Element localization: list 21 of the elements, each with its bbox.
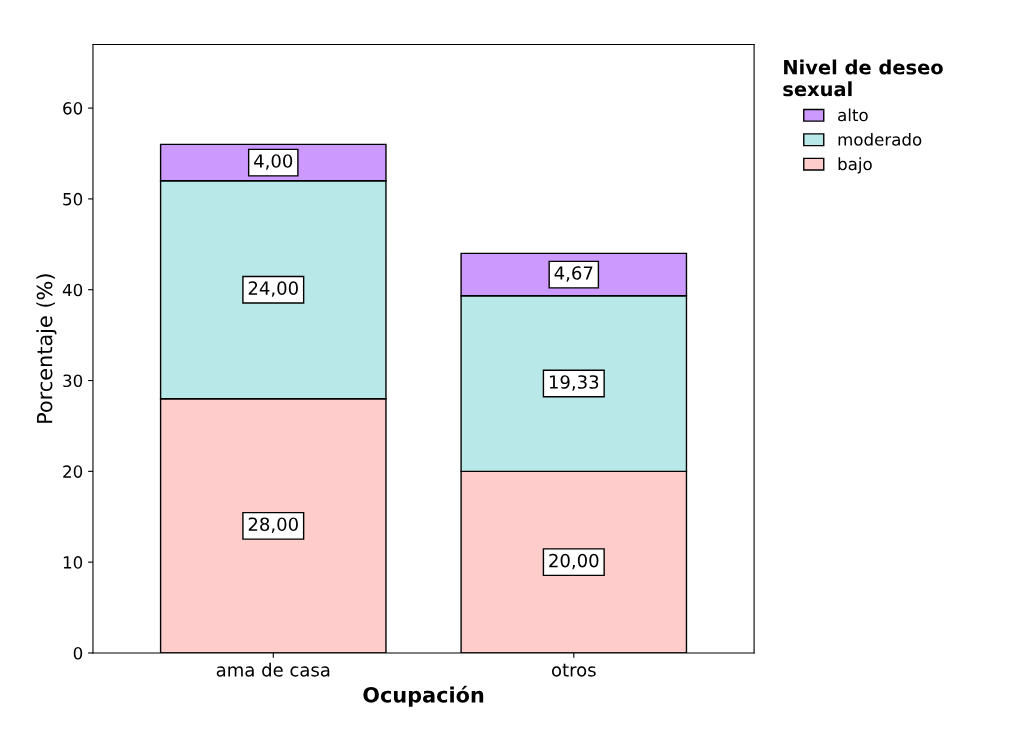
y-tick-label: 60 [63,102,83,115]
legend-label: moderado [838,132,922,146]
x-axis-title: Ocupación [363,685,484,707]
y-axis-title: Porcentaje (%) [36,274,57,423]
legend-label: alto [838,108,868,122]
data-label: 20,00 [549,553,599,570]
y-tick-label: 10 [63,556,83,569]
y-tick-label: 20 [63,465,83,478]
x-tick-label: otros [551,663,596,677]
y-tick-label: 30 [63,374,83,388]
x-tick-label: ama de casa [216,662,330,677]
data-label: 4,67 [554,266,593,282]
legend-label: bajo [838,157,872,174]
y-tick-label: 50 [63,192,83,206]
y-tick-label: 0 [73,646,83,660]
data-label: 19,33 [549,375,599,391]
data-label: 28,00 [248,517,298,533]
legend-title: Nivel de deseo sexual [783,59,943,97]
data-label: 24,00 [248,281,298,297]
data-label: 4,00 [254,154,293,170]
y-tick-label: 40 [62,283,83,297]
